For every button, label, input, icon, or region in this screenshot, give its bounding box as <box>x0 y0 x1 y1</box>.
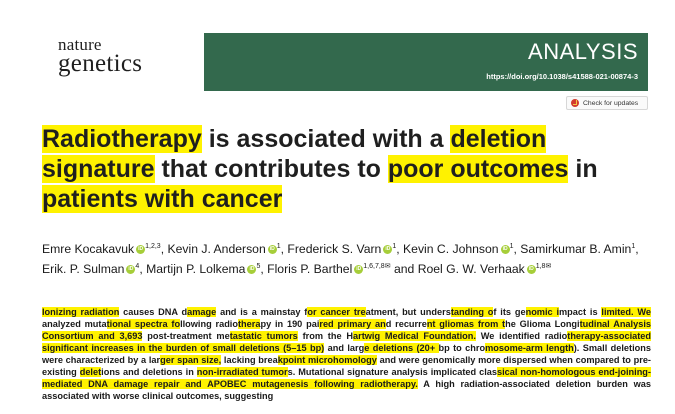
author-name: Emre Kocakavuk <box>42 242 135 256</box>
affiliation-superscript: 1 <box>392 242 397 250</box>
check-for-updates-button[interactable]: Check for updates <box>566 96 648 110</box>
author-name: Kevin C. Johnson <box>403 242 499 256</box>
abstract-segment: mosome-arm length <box>485 343 574 353</box>
abstract-segment: he Glioma Longi <box>505 319 580 329</box>
abstract-segment: ions and deletions in <box>101 367 197 377</box>
author[interactable]: Kevin J. Anderson iD 1 <box>167 242 280 256</box>
check-for-updates-label: Check for updates <box>583 99 639 107</box>
orcid-icon[interactable]: iD <box>354 265 364 275</box>
email-icon[interactable]: ✉ <box>384 262 391 270</box>
affiliation-superscript: 5 <box>256 262 261 270</box>
orcid-icon[interactable]: iD <box>383 245 393 255</box>
abstract-segment: and larg <box>324 343 365 353</box>
title-segment: in <box>568 155 598 183</box>
article-title: Radiotherapy is associated with a deleti… <box>42 124 662 214</box>
abstract-segment: or cancer tre <box>307 307 366 317</box>
abstract-segment: non-irradiated tumor <box>196 367 288 377</box>
abstract-segment: from the H <box>297 331 354 341</box>
abstract-segment: mpact is <box>559 307 602 317</box>
abstract-segment: We identified radio <box>475 331 568 341</box>
abstract-segment: and is a mainstay f <box>216 307 308 317</box>
abstract-segment: post-treatment me <box>142 331 230 341</box>
abstract-segment: and were genomically more dispersed when… <box>42 355 651 377</box>
abstract-segment: red primary an <box>319 319 386 329</box>
author[interactable]: Samirkumar B. Amin1 <box>520 242 635 256</box>
journal-logo[interactable]: nature genetics <box>58 36 142 76</box>
abstract-segment: lacking brea <box>221 355 278 365</box>
abstract-segment: analyzed muta <box>42 319 107 329</box>
author[interactable]: Martijn P. Lolkema iD 5 <box>146 262 260 276</box>
author-name: Kevin J. Anderson <box>167 242 266 256</box>
crossmark-icon <box>571 99 579 107</box>
abstract-segment: amage <box>187 307 217 317</box>
abstract-segment: f its ge <box>493 307 526 317</box>
author[interactable]: Erik. P. Sulman iD 4 <box>42 262 139 276</box>
email-icon[interactable]: ✉ <box>545 262 552 270</box>
affiliation-superscript: 1,8 <box>535 262 546 270</box>
orcid-icon[interactable]: iD <box>526 265 536 275</box>
abstract-segment: e deletions (20+ <box>364 343 439 353</box>
author[interactable]: Kevin C. Johnson iD 1 <box>403 242 513 256</box>
author[interactable]: Emre Kocakavuk iD 1,2,3 <box>42 242 161 256</box>
abstract-segment: thera <box>237 319 261 329</box>
orcid-icon[interactable]: iD <box>136 245 146 255</box>
author[interactable]: Frederick S. Varn iD 1 <box>287 242 396 256</box>
abstract-segment: artwig Medical Foundation. <box>353 331 476 341</box>
title-segment: is associated with a <box>201 125 451 153</box>
logo-line-nature: nature <box>58 35 102 54</box>
section-label: ANALYSIS <box>528 39 638 64</box>
abstract-segment: delet <box>79 367 102 377</box>
abstract-segment: bp to chro <box>438 343 486 353</box>
logo-line-genetics: genetics <box>58 50 143 77</box>
title-segment: patients with cancer <box>42 185 283 213</box>
author-name: Frederick S. Varn <box>287 242 382 256</box>
doi-link[interactable]: https://doi.org/10.1038/s41588-021-00874… <box>486 72 638 81</box>
abstract-segment: tional spectra fo <box>106 319 181 329</box>
abstract-segment: llowing radio <box>180 319 238 329</box>
author-name: Erik. P. Sulman <box>42 262 125 276</box>
orcid-icon[interactable]: iD <box>267 245 277 255</box>
author-list: Emre Kocakavuk iD 1,2,3, Kevin J. Anderson… <box>42 242 639 276</box>
affiliation-superscript: 1,2,3 <box>145 242 161 250</box>
abstract-segment: ). Small deletions were characterized by… <box>42 343 651 365</box>
author-name: Martijn P. Lolkema <box>146 262 246 276</box>
section-header-bar: ANALYSIS https://doi.org/10.1038/s41588-… <box>204 33 648 91</box>
abstract-segment: ger span size, <box>160 355 222 365</box>
abstract-segment: Ionizing radiation <box>42 307 120 317</box>
author-name: Floris P. Barthel <box>267 262 353 276</box>
abstract-segment: atment, but unders <box>365 307 451 317</box>
abstract-segment: nomic i <box>525 307 560 317</box>
abstract-segment: kpoint microhomology <box>277 355 377 365</box>
author[interactable]: Roel G. W. Verhaak iD 1,8✉ <box>418 262 552 276</box>
affiliation-superscript: 1 <box>631 242 636 250</box>
orcid-icon[interactable]: iD <box>500 245 510 255</box>
author-name: Roel G. W. Verhaak <box>417 262 525 276</box>
affiliation-superscript: 1 <box>509 242 514 250</box>
abstract-segment: s. Mutational signature analysis implica… <box>287 367 498 377</box>
title-segment: that contributes to <box>154 155 388 183</box>
affiliation-superscript: 4 <box>135 262 140 270</box>
abstract-segment: tanding o <box>450 307 494 317</box>
author[interactable]: Floris P. Barthel iD 1,6,7,8✉ <box>267 262 390 276</box>
affiliation-superscript: 1 <box>276 242 281 250</box>
orcid-icon[interactable]: iD <box>126 265 136 275</box>
affiliation-superscript: 1,6,7,8 <box>363 262 385 270</box>
abstract-segment: d recurre <box>385 319 427 329</box>
abstract-segment: limited. We <box>601 307 651 317</box>
abstract-segment: tastatic tumors <box>229 331 298 341</box>
abstract: Ionizing radiation causes DNA damage and… <box>42 306 652 402</box>
title-segment: poor outcomes <box>387 155 569 183</box>
abstract-segment: nt gliomas from t <box>426 319 506 329</box>
abstract-segment: py in 190 pai <box>260 319 320 329</box>
author-name: Samirkumar B. Amin <box>520 242 632 256</box>
abstract-segment: A high radiation-associated deletion bur… <box>42 379 651 401</box>
abstract-segment: causes DNA d <box>119 307 188 317</box>
orcid-icon[interactable]: iD <box>247 265 257 275</box>
title-segment: Radiotherapy <box>42 125 202 153</box>
